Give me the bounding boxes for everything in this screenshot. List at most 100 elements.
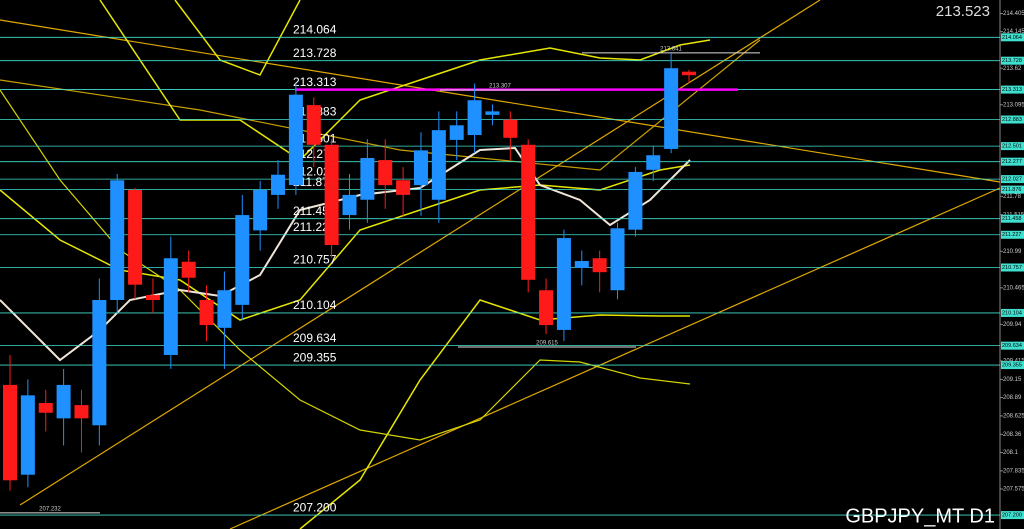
level-box-label: 210.104 (1002, 310, 1022, 316)
level-box-label: 209.355 (1002, 363, 1022, 369)
y-tick-label: 209.94 (1003, 322, 1022, 328)
y-tick-label: 211.78 (1003, 194, 1022, 200)
candle-body (3, 384, 17, 481)
level-box-label: 211.458 (1002, 216, 1021, 222)
candle-body (271, 174, 286, 195)
candle-body (664, 68, 679, 149)
level-box-label: 207.200 (1002, 513, 1022, 519)
level-label: 209.634 (293, 331, 337, 345)
candle-body (181, 261, 196, 278)
level-label: 213.313 (293, 75, 337, 89)
candle-body (74, 405, 89, 419)
y-tick-label: 210.99 (1003, 249, 1022, 255)
level-box (1001, 185, 1024, 194)
level-label: 214.064 (293, 22, 337, 36)
level-box (1001, 142, 1024, 151)
level-box (1001, 175, 1024, 184)
candle-body (503, 119, 518, 138)
candle-body (521, 144, 536, 280)
candle-body (20, 395, 35, 475)
price-label: 209.615 (536, 341, 558, 347)
candle-body (110, 180, 125, 300)
level-box (1001, 263, 1024, 272)
current-price: 213.523 (936, 3, 990, 20)
candle-body (467, 100, 482, 136)
level-label: 210.104 (293, 298, 337, 312)
level-box-label: 212.277 (1002, 159, 1022, 165)
candle-body (556, 238, 571, 330)
price-label: 207.232 (39, 506, 61, 512)
level-box (1001, 214, 1024, 223)
level-box (1001, 230, 1024, 239)
level-box-label: 211.227 (1002, 232, 1021, 238)
candle-body (217, 290, 232, 328)
y-tick-label: 208.1 (1003, 450, 1019, 456)
level-label: 209.355 (293, 350, 337, 364)
level-box-label: 211.876 (1002, 187, 1021, 193)
candle-body (306, 105, 321, 145)
candle-body (646, 155, 661, 170)
candle-body (396, 180, 411, 195)
level-box (1001, 56, 1024, 65)
level-box-label: 213.313 (1002, 87, 1022, 93)
level-box-label: 214.064 (1002, 35, 1022, 41)
candle-body (378, 160, 393, 186)
level-box-label: 212.501 (1002, 144, 1022, 150)
y-tick-label: 208.625 (1003, 413, 1024, 419)
level-box (1001, 85, 1024, 94)
y-tick-label: 210.465 (1003, 285, 1024, 291)
y-tick-label: 214.405 (1003, 11, 1024, 17)
y-tick-label: 208.89 (1003, 395, 1022, 401)
candle-body (449, 125, 464, 140)
level-box (1001, 33, 1024, 42)
candle-body (324, 144, 339, 246)
candle-body (253, 190, 268, 231)
candle-body (163, 258, 178, 355)
y-tick-label: 207.835 (1003, 468, 1024, 474)
level-box-label: 213.728 (1002, 58, 1022, 64)
level-box (1001, 308, 1024, 317)
candle-body (56, 384, 71, 419)
candle-body (38, 403, 53, 413)
candle-body (413, 150, 428, 186)
candle-body (682, 71, 696, 76)
y-tick-label: 214.145 (1003, 29, 1024, 35)
candle-body (288, 94, 303, 186)
candle-body (574, 261, 589, 268)
candle-body (431, 130, 446, 200)
y-tick-label: 207.575 (1003, 487, 1024, 493)
indicators (0, 0, 1001, 529)
candle-body (235, 215, 250, 305)
candle-body (610, 228, 625, 291)
y-tick-label: 213.095 (1003, 102, 1024, 108)
level-label: 213.728 (293, 46, 337, 60)
candle-body (485, 111, 500, 115)
level-box (1001, 341, 1024, 350)
level-box-label: 209.634 (1002, 343, 1022, 349)
y-tick-label: 208.36 (1003, 432, 1022, 438)
candle-body (199, 299, 214, 326)
level-box-label: 212.883 (1002, 117, 1022, 123)
chart-title: GBPJPY_MT D1 (845, 505, 995, 527)
level-box (1001, 361, 1024, 370)
candle-body (342, 194, 357, 216)
price-label: 213.841 (660, 46, 682, 52)
price-label: 213.307 (489, 84, 511, 90)
candle-body (592, 258, 607, 273)
level-label: 210.757 (293, 253, 337, 267)
y-tick-label: 213.62 (1003, 66, 1022, 72)
level-box (1001, 157, 1024, 166)
candle-body (628, 171, 643, 230)
level-box (1001, 115, 1024, 124)
y-tick-label: 209.15 (1003, 377, 1022, 383)
candle-body (360, 158, 375, 200)
candle-body (92, 299, 107, 426)
candle-body (539, 290, 554, 326)
level-label: 207.200 (293, 500, 337, 514)
candle-body (128, 190, 143, 285)
level-box (1001, 511, 1024, 520)
candle-body (145, 295, 160, 300)
level-box-label: 212.027 (1002, 177, 1022, 183)
level-box-label: 210.757 (1002, 265, 1022, 271)
